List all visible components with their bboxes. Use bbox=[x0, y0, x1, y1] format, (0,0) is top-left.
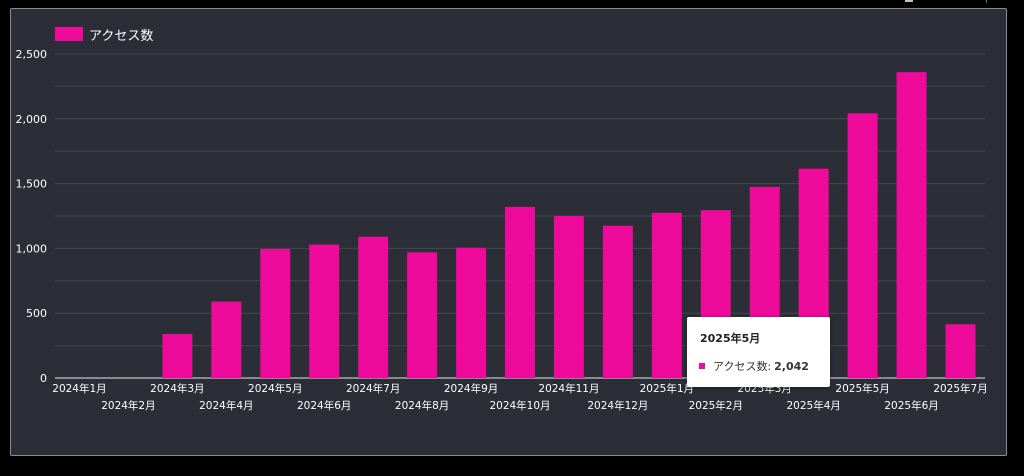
x-tick-label: 2025年1月 bbox=[640, 382, 694, 395]
tooltip-series-dot bbox=[699, 363, 705, 369]
bar bbox=[309, 244, 340, 378]
labels-layer: 0 500 1,000 1,500 2,000 2,500 2024年1月 2024年2月 20… bbox=[16, 48, 988, 412]
x-tick-label: 2025年4月 bbox=[786, 399, 840, 412]
x-tick-label: 2024年11月 bbox=[538, 382, 599, 395]
tooltip-title: 2025年5月 bbox=[700, 332, 761, 345]
x-tick-label: 2024年7月 bbox=[346, 382, 400, 395]
bar bbox=[260, 249, 291, 378]
legend-label: アクセス数 bbox=[89, 28, 154, 44]
x-tick-label: 2024年5月 bbox=[248, 382, 302, 395]
bar bbox=[553, 216, 584, 378]
y-tick-label: 2,500 bbox=[16, 48, 48, 61]
x-tick-label: 2024年8月 bbox=[395, 399, 449, 412]
bar bbox=[358, 236, 389, 378]
bar bbox=[456, 247, 487, 378]
tooltip-label: アクセス数: bbox=[713, 360, 772, 373]
bar bbox=[211, 301, 242, 378]
bar bbox=[896, 72, 927, 379]
tooltip-value: 2,042 bbox=[774, 359, 809, 373]
bar bbox=[945, 324, 976, 378]
x-tick-label: 2024年12月 bbox=[587, 399, 648, 412]
x-tick-label: 2024年6月 bbox=[297, 399, 351, 412]
top-edge-mark bbox=[905, 0, 913, 2]
x-tick-label: 2025年7月 bbox=[933, 382, 987, 395]
legend[interactable]: アクセス数 bbox=[55, 26, 154, 44]
x-tick-label: 2024年10月 bbox=[489, 399, 550, 412]
x-tick-label: 2025年2月 bbox=[689, 399, 743, 412]
x-tick-label: 2024年1月 bbox=[52, 382, 106, 395]
top-edge-mark-2 bbox=[986, 0, 987, 3]
x-tick-label: 2024年2月 bbox=[101, 399, 155, 412]
bar bbox=[651, 212, 682, 378]
bar bbox=[162, 333, 193, 378]
y-tick-label: 500 bbox=[26, 307, 47, 320]
y-tick-label: 1,500 bbox=[16, 178, 48, 191]
x-tick-label: 2024年3月 bbox=[150, 382, 204, 395]
x-tick-label: 2025年5月 bbox=[835, 382, 889, 395]
bar bbox=[505, 206, 535, 378]
x-tick-label: 2024年9月 bbox=[444, 382, 498, 395]
legend-swatch bbox=[55, 27, 83, 41]
x-tick-label: 2024年4月 bbox=[199, 399, 253, 412]
y-tick-label: 0 bbox=[40, 372, 47, 385]
y-tick-label: 2,000 bbox=[16, 113, 48, 126]
bar bbox=[407, 252, 438, 378]
bar bbox=[847, 113, 878, 378]
tooltip-row: アクセス数: 2,042 bbox=[699, 358, 809, 374]
bars-layer bbox=[162, 72, 976, 379]
bar bbox=[602, 225, 633, 378]
x-tick-label: 2025年6月 bbox=[884, 399, 938, 412]
tooltip: 2025年5月 アクセス数: 2,042 bbox=[687, 317, 830, 387]
y-tick-label: 1,000 bbox=[16, 242, 48, 255]
